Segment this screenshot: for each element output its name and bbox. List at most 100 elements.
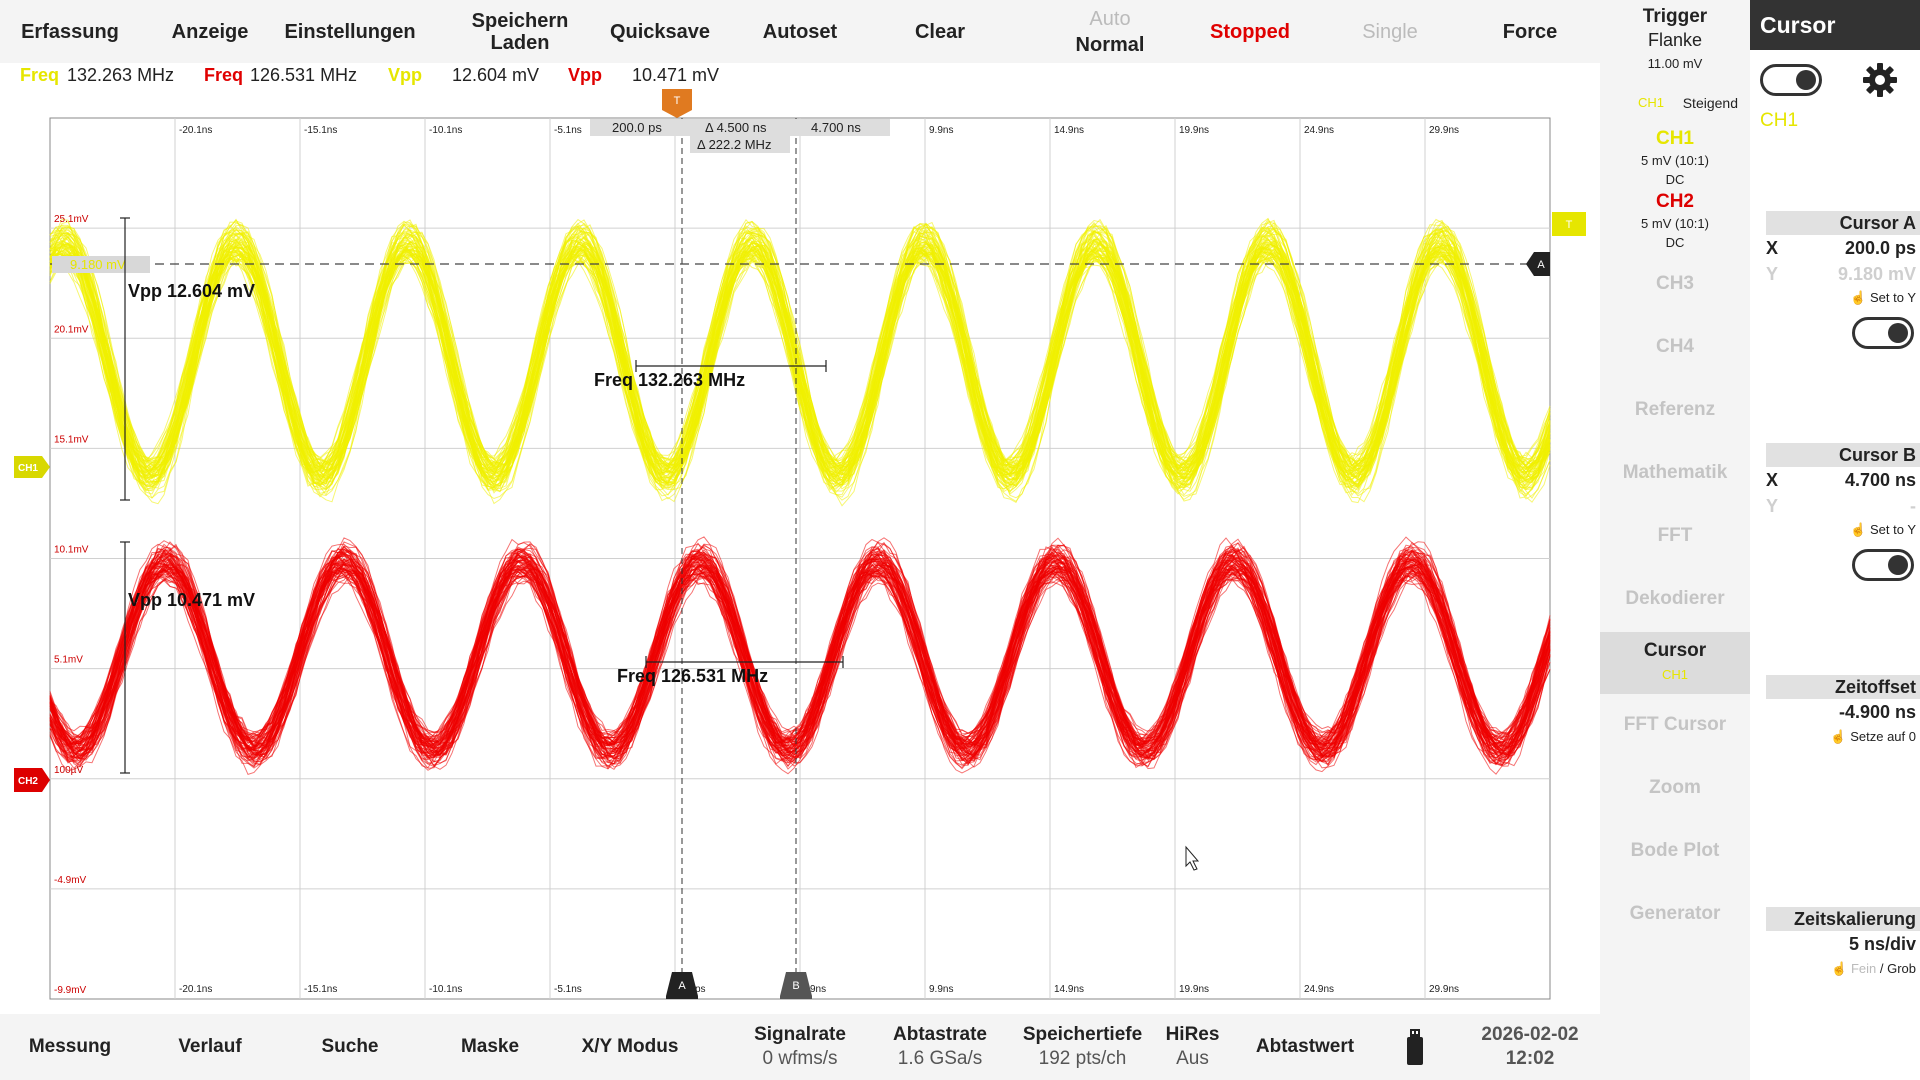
- usb-drive-icon[interactable]: [1395, 1014, 1435, 1080]
- trigger-level: 11.00 mV: [1647, 56, 1703, 71]
- menu-ch3[interactable]: CH3: [1655, 273, 1694, 294]
- menu-run-stop[interactable]: Stopped: [1210, 20, 1290, 43]
- cursor-a-y[interactable]: Y 9.180 mV: [1766, 264, 1916, 284]
- zeitoffset-value[interactable]: -4.900 ns: [1838, 702, 1916, 722]
- menu-clear[interactable]: Clear: [914, 20, 966, 43]
- ch1-vpp-marker: [120, 217, 130, 501]
- zeitoffset-title: Zeitoffset: [1766, 675, 1920, 699]
- menu-bode-plot[interactable]: Bode Plot: [1630, 840, 1720, 861]
- cursor-b-y[interactable]: Y -: [1766, 496, 1916, 516]
- btn-messung[interactable]: Messung: [28, 1036, 112, 1057]
- waveform-trace: [49, 257, 1551, 478]
- cursor-b-toggle[interactable]: [1852, 549, 1914, 581]
- x-tick-labels-bottom: -20.1ns -15.1ns -10.1ns -5.1ns 9.9ns 14.9ns 19…: [179, 984, 1459, 995]
- menu-single[interactable]: Single: [1362, 20, 1418, 43]
- x-tick-label-top: 24.9ns: [1304, 125, 1334, 136]
- x-tick-label-bottom: -10.1ns: [429, 984, 462, 995]
- trigger-level-marker[interactable]: T: [1552, 212, 1586, 236]
- waveform-trace: [49, 545, 1551, 759]
- zeitskalierung-title: Zeitskalierung: [1766, 907, 1920, 931]
- waveform-trace: [49, 574, 1551, 750]
- zeitskalierung-fein-grob[interactable]: ☝ Fein / Grob: [1831, 961, 1916, 976]
- menu-autoset[interactable]: Autoset: [762, 20, 838, 43]
- menu-quicksave[interactable]: Quicksave: [609, 20, 711, 43]
- cursor-a-set-to-y[interactable]: ☝ Set to Y: [1850, 290, 1916, 305]
- menu-erfassung[interactable]: Erfassung: [21, 20, 119, 43]
- gear-icon[interactable]: [1862, 62, 1898, 103]
- hires-readout[interactable]: HiRes Aus: [1165, 1024, 1220, 1069]
- btn-xy-modus[interactable]: X/Y Modus: [581, 1036, 679, 1057]
- zeitskalierung-value[interactable]: 5 ns/div: [1848, 934, 1916, 954]
- x-tick-label-bottom: -15.1ns: [304, 984, 337, 995]
- menu-anzeige[interactable]: Anzeige: [171, 20, 249, 43]
- menu-einstellungen[interactable]: Einstellungen: [284, 20, 416, 43]
- waveform-trace: [49, 561, 1551, 760]
- btn-suche[interactable]: Suche: [321, 1036, 379, 1057]
- trigger-slope: Steigend: [1682, 95, 1738, 111]
- y-tick-label: -4.9mV: [54, 875, 87, 886]
- waveform-display[interactable]: -20.1ns -15.1ns -10.1ns -5.1ns 9.9ns 14.9ns 19…: [0, 89, 1600, 1014]
- menu-zoom[interactable]: Zoom: [1649, 777, 1701, 798]
- waveform-trace: [49, 563, 1551, 761]
- touch-icon: ☝: [1830, 729, 1847, 744]
- cursor-panel: Cursor CH1 Cursor A X: [1750, 0, 1920, 1080]
- cursor-a-time-marker[interactable]: A: [666, 972, 698, 999]
- cursor-b-time-marker[interactable]: B: [780, 972, 812, 999]
- x-tick-fragment-b: 9ns: [810, 984, 826, 995]
- cursor-panel-title: Cursor: [1750, 0, 1920, 50]
- btn-abtastwert[interactable]: Abtastwert: [1255, 1036, 1355, 1057]
- menu-fft[interactable]: FFT: [1657, 525, 1693, 546]
- cursor-b-set-to-y[interactable]: ☝ Set to Y: [1850, 522, 1916, 537]
- menu-generator[interactable]: Generator: [1629, 903, 1721, 924]
- ch1-offset-marker[interactable]: CH1: [14, 456, 50, 478]
- cursor-b-title: Cursor B: [1766, 443, 1920, 467]
- ch1-freq-label: Freq: [20, 65, 60, 85]
- x-tick-label-top: 29.9ns: [1429, 125, 1459, 136]
- top-menu-bar: Erfassung Anzeige Einstellungen Speicher…: [0, 0, 1600, 63]
- zeitoffset-reset[interactable]: ☝ Setze auf 0: [1830, 729, 1916, 744]
- cursor-a-title: Cursor A: [1766, 211, 1920, 235]
- ch2-freq-label: Freq: [204, 65, 244, 85]
- menu-mathematik[interactable]: Mathematik: [1622, 462, 1728, 483]
- x-tick-label-bottom: 9.9ns: [929, 984, 953, 995]
- cursor-a-level-marker[interactable]: A: [1526, 252, 1550, 276]
- cursor-a-x[interactable]: X 200.0 ps: [1766, 238, 1916, 258]
- ch1-vpp-label: Vpp: [388, 65, 422, 85]
- mouse-pointer-icon: [1185, 845, 1200, 871]
- menu-speichern-laden[interactable]: Speichern Laden: [471, 9, 569, 54]
- x-tick-label-top: 19.9ns: [1179, 125, 1209, 136]
- cursor-b-x[interactable]: X 4.700 ns: [1766, 470, 1916, 490]
- btn-maske[interactable]: Maske: [460, 1036, 520, 1057]
- trigger-type: Flanke: [1647, 30, 1703, 50]
- x-tick-label-top: -10.1ns: [429, 125, 462, 136]
- abtastrate-readout[interactable]: Abtastrate 1.6 GSa/s: [893, 1024, 987, 1069]
- cursor-a-toggle[interactable]: [1852, 317, 1914, 349]
- ch2-offset-marker[interactable]: CH2: [14, 768, 50, 792]
- cursor-delta-freq-bg: [690, 136, 790, 153]
- x-tick-label-top: -5.1ns: [554, 125, 582, 136]
- x-tick-label-top: -20.1ns: [179, 125, 212, 136]
- menu-fft-cursor[interactable]: FFT Cursor: [1623, 714, 1727, 735]
- datetime: 2026-02-02 12:02: [1481, 1024, 1579, 1069]
- menu-force[interactable]: Force: [1502, 20, 1558, 43]
- menu-ch4[interactable]: CH4: [1655, 336, 1694, 357]
- ch2-freq-marker: [645, 656, 844, 668]
- ch1-freq-marker: [635, 360, 827, 372]
- svg-text:CH1: CH1: [18, 463, 38, 474]
- waveform-trace: [49, 548, 1551, 746]
- x-tick-label-bottom: 14.9ns: [1054, 984, 1084, 995]
- menu-trigger-mode[interactable]: Auto Normal: [1075, 7, 1145, 56]
- cursor-source[interactable]: CH1: [1760, 110, 1799, 131]
- menu-cursor-active[interactable]: Cursor CH1: [1600, 632, 1750, 694]
- x-tick-labels-top: -20.1ns -15.1ns -10.1ns -5.1ns 9.9ns 14.9ns 19…: [179, 125, 1459, 136]
- menu-dekodierer[interactable]: Dekodierer: [1625, 588, 1725, 609]
- btn-verlauf[interactable]: Verlauf: [178, 1036, 242, 1057]
- cursor-enable-toggle[interactable]: [1760, 64, 1822, 96]
- signalrate-readout[interactable]: Signalrate 0 wfms/s: [754, 1024, 846, 1069]
- menu-referenz[interactable]: Referenz: [1634, 399, 1716, 420]
- svg-text:A: A: [678, 980, 686, 992]
- trigger-position-marker[interactable]: T: [662, 89, 692, 118]
- speichertiefe-readout[interactable]: Speichertiefe 192 pts/ch: [1022, 1024, 1143, 1069]
- touch-icon: ☝: [1850, 522, 1867, 537]
- x-tick-label-bottom: 19.9ns: [1179, 984, 1209, 995]
